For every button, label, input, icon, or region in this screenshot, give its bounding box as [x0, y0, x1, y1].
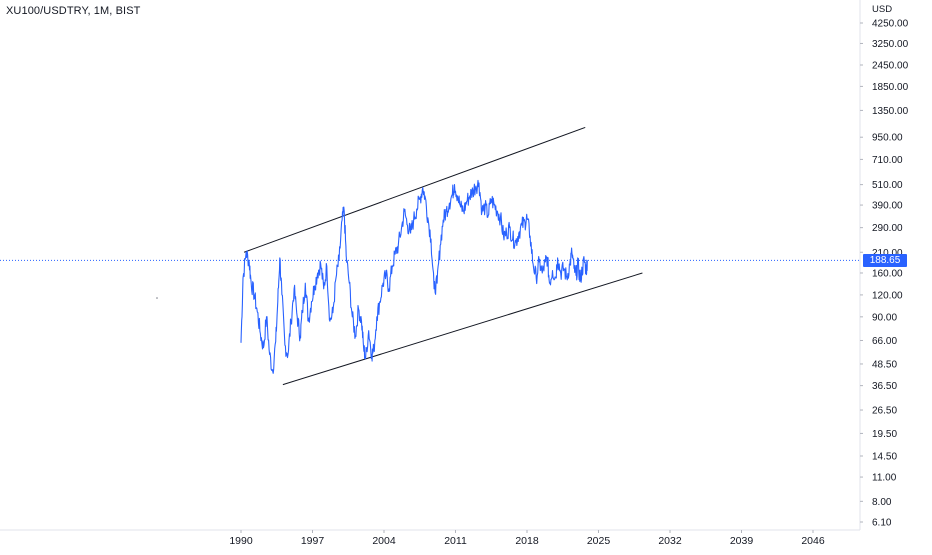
current-price-badge: 188.65	[863, 253, 907, 267]
y-tick-label: 26.50	[872, 406, 897, 417]
y-tick-label: 2450.00	[872, 60, 909, 71]
y-tick-label: 11.00	[872, 473, 897, 484]
x-tick-label: 2039	[730, 535, 754, 547]
symbol-title: XU100/USDTRY, 1M, BIST	[6, 5, 141, 17]
y-tick-label: 160.00	[872, 268, 903, 279]
y-axis: 4250.00 3250.00 2450.00 1850.00 1350.00 950.0…	[859, 0, 909, 530]
y-tick-label: 3250.00	[872, 39, 909, 50]
y-tick-label: 950.00	[872, 133, 903, 144]
x-tick-label: 2018	[515, 535, 539, 547]
y-tick-label: 710.00	[872, 155, 903, 166]
x-tick-label: 2004	[372, 535, 396, 547]
x-tick-label: 2011	[444, 535, 467, 547]
y-tick-label: 390.00	[872, 201, 903, 212]
y-tick-label: 90.00	[872, 312, 897, 323]
y-tick-label: 14.50	[872, 451, 897, 462]
x-tick-label: 1997	[301, 535, 325, 547]
y-tick-label: 6.10	[872, 518, 892, 529]
y-tick-label: 210.00	[872, 248, 903, 259]
x-tick-label: 2025	[587, 535, 611, 547]
x-tick-label: 1990	[229, 535, 253, 547]
y-tick-label: 1350.00	[872, 106, 909, 117]
trendline-1	[243, 126, 586, 253]
y-tick-label: 66.00	[872, 336, 897, 347]
stray-dot	[156, 297, 158, 299]
currency-label: USD	[872, 4, 893, 15]
trendline-2	[282, 272, 643, 386]
y-tick-label: 120.00	[872, 290, 903, 301]
y-tick-label: 290.00	[872, 223, 903, 234]
y-tick-label: 19.50	[872, 429, 897, 440]
x-tick-label: 2032	[658, 535, 682, 547]
y-tick-label: 36.50	[872, 381, 897, 392]
y-tick-label: 4250.00	[872, 19, 909, 30]
trendline-layer	[243, 126, 643, 386]
series-layer	[156, 179, 588, 374]
x-tick-label: 2046	[801, 535, 825, 547]
y-tick-label: 8.00	[872, 497, 892, 508]
price-series-line	[240, 179, 588, 374]
y-tick-label: 510.00	[872, 180, 903, 191]
y-tick-label: 1850.00	[872, 82, 909, 93]
x-axis: 1990 1997 2004 2011 2018 2025 2032 2039 2046	[0, 529, 860, 547]
y-tick-label: 48.50	[872, 359, 897, 370]
